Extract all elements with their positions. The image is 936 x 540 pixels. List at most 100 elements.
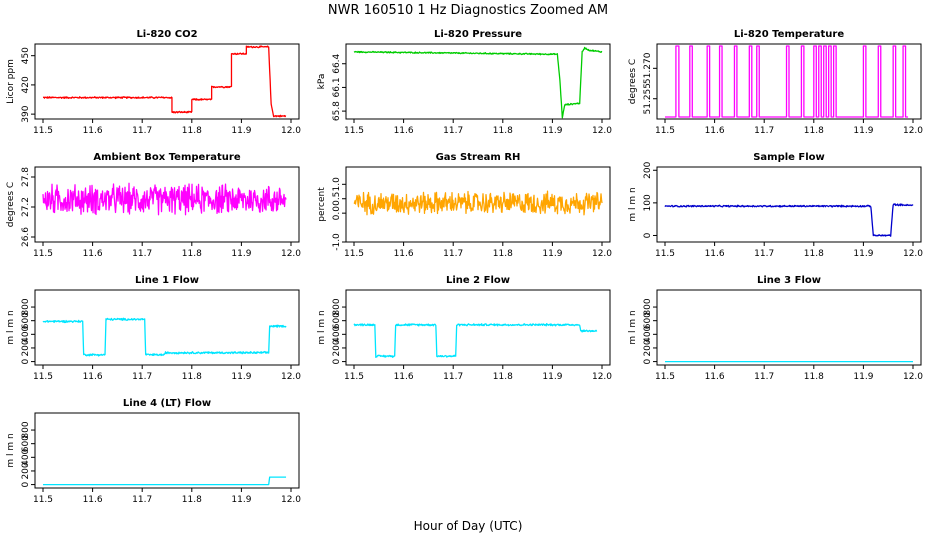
series-line — [353, 323, 598, 358]
x-tick-label: 11.6 — [705, 372, 725, 382]
x-tick-label: 11.7 — [443, 249, 463, 259]
x-tick-label: 11.9 — [542, 249, 562, 259]
x-tick-label: 11.9 — [231, 249, 251, 259]
x-tick-label: 11.6 — [394, 126, 414, 136]
y-tick-label: 600 — [332, 312, 342, 329]
x-tick-label: 11.8 — [493, 249, 513, 259]
x-tick-label: 11.5 — [655, 249, 675, 259]
x-tick-label: 12.0 — [592, 372, 612, 382]
y-tick-label: 27.2 — [21, 197, 31, 217]
x-tick-label: 11.8 — [804, 126, 824, 136]
x-tick-label: 11.7 — [132, 372, 152, 382]
y-tick-label: 0 — [643, 232, 653, 238]
x-tick-label: 12.0 — [281, 249, 301, 259]
x-tick-label: 11.7 — [132, 126, 152, 136]
x-tick-label: 11.8 — [493, 126, 513, 136]
x-axis: 11.5 11.6 11.7 11.8 11.9 12.0 — [344, 119, 612, 136]
x-tick-label: 11.7 — [132, 495, 152, 505]
panel-3: Li-820 Temperature 11.5 11.6 11.7 11.8 11.9 12… — [628, 29, 923, 136]
x-tick-label: 11.5 — [344, 126, 364, 136]
y-tick-label: 200 — [643, 339, 653, 356]
y-tick-label: 800 — [21, 298, 31, 315]
y-tick-label: 800 — [643, 298, 653, 315]
x-tick-label: 12.0 — [903, 249, 923, 259]
plot-frame — [345, 289, 611, 366]
y-tick-label: 26.6 — [21, 227, 31, 247]
x-tick-label: 11.7 — [132, 249, 152, 259]
x-tick-label: 11.9 — [231, 495, 251, 505]
x-tick-label: 11.5 — [655, 126, 675, 136]
x-tick-label: 12.0 — [903, 372, 923, 382]
series-line — [43, 476, 287, 486]
x-tick-label: 11.7 — [443, 372, 463, 382]
plot-frame — [656, 166, 922, 243]
x-tick-label: 11.6 — [705, 249, 725, 259]
series-line — [353, 46, 603, 119]
y-tick-label: 51.255 — [643, 83, 653, 115]
x-tick-label: 11.9 — [853, 126, 873, 136]
y-axis-label: degrees C — [6, 182, 16, 227]
y-axis-label: percent — [317, 187, 327, 222]
x-tick-label: 11.7 — [754, 249, 774, 259]
x-tick-label: 12.0 — [592, 126, 612, 136]
y-tick-label: 800 — [21, 421, 31, 438]
x-tick-label: 11.8 — [804, 372, 824, 382]
series-line — [353, 190, 603, 216]
panel-title: Sample Flow — [753, 152, 825, 163]
x-tick-label: 11.7 — [754, 126, 774, 136]
series-line — [42, 182, 287, 216]
plot-frame — [34, 43, 300, 120]
x-tick-label: 11.9 — [853, 249, 873, 259]
panel-5: Gas Stream RH 11.5 11.6 11.7 11.8 11.9 12.0 -1.… — [317, 152, 612, 259]
panel-8: Line 2 Flow 11.5 11.6 11.7 11.8 11.9 12.0 0 2004… — [317, 275, 612, 382]
x-tick-label: 11.8 — [182, 372, 202, 382]
x-tick-label: 11.6 — [83, 126, 103, 136]
y-tick-label: 1.0 — [332, 177, 342, 192]
x-tick-label: 12.0 — [281, 372, 301, 382]
y-tick-label: 400 — [21, 325, 31, 342]
y-tick-label: 0 — [332, 358, 342, 364]
y-axis-label: degrees C — [628, 59, 638, 104]
panel-title: Line 3 Flow — [757, 275, 821, 286]
panel-6: Sample Flow 11.5 11.6 11.7 11.8 11.9 12.0 0 100 2… — [628, 152, 923, 259]
y-tick-label: 65.8 — [332, 101, 342, 121]
y-tick-label: 66.1 — [332, 77, 342, 97]
panel-title: Li-820 Temperature — [734, 29, 844, 40]
y-tick-label: 450 — [21, 47, 31, 64]
series-line — [42, 317, 287, 357]
x-tick-label: 12.0 — [281, 495, 301, 505]
y-axis-label: Licor ppm — [6, 59, 16, 104]
panel-title: Line 1 Flow — [135, 275, 199, 286]
plot-frame — [345, 43, 611, 120]
x-tick-label: 11.5 — [33, 249, 53, 259]
y-tick-label: 400 — [643, 325, 653, 342]
plot-frame — [34, 166, 300, 243]
y-tick-label: 200 — [643, 161, 653, 178]
x-tick-label: 11.6 — [705, 126, 725, 136]
x-tick-label: 11.8 — [182, 249, 202, 259]
x-axis: 11.5 11.6 11.7 11.8 11.9 12.0 — [33, 119, 301, 136]
x-tick-label: 12.0 — [281, 126, 301, 136]
y-tick-label: 390 — [21, 105, 31, 122]
y-tick-label: 400 — [332, 325, 342, 342]
x-axis: 11.5 11.6 11.7 11.8 11.9 12.0 — [344, 242, 612, 259]
x-tick-label: 11.9 — [853, 372, 873, 382]
x-tick-label: 11.6 — [83, 372, 103, 382]
x-tick-label: 11.7 — [754, 372, 774, 382]
plot-frame — [345, 166, 611, 243]
y-axis: -1.0 0.00.51.0 — [332, 177, 346, 251]
y-axis-label: m l m n — [6, 433, 16, 467]
x-tick-label: 11.5 — [344, 372, 364, 382]
panel-1: Li-820 CO2 11.5 11.6 11.7 11.8 11.9 12.0 390 420… — [6, 29, 301, 136]
x-axis-label: Hour of Day (UTC) — [414, 519, 523, 533]
y-tick-label: 100 — [643, 194, 653, 211]
y-axis-label: kPa — [317, 74, 327, 90]
panel-title: Gas Stream RH — [436, 152, 521, 163]
y-tick-label: 66.4 — [332, 53, 342, 73]
figure-title: NWR 160510 1 Hz Diagnostics Zoomed AM — [328, 3, 608, 18]
x-tick-label: 11.8 — [182, 495, 202, 505]
